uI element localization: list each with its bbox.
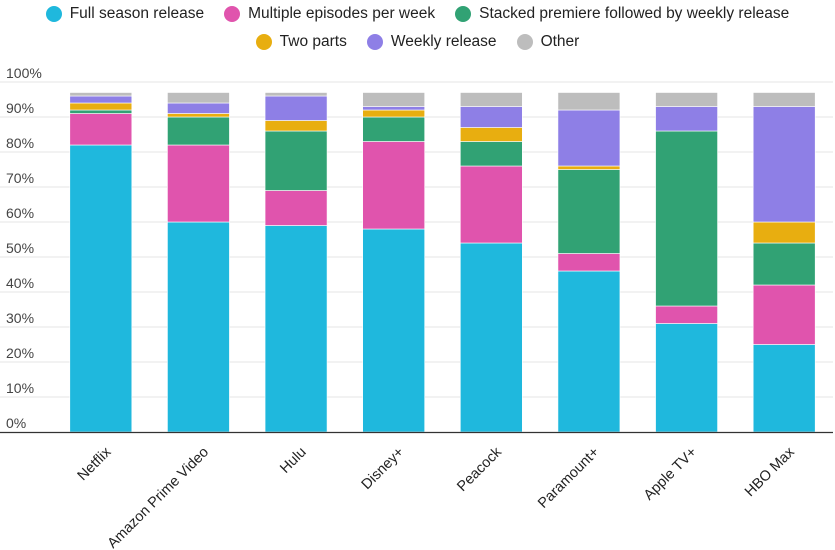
bar-segment [362,141,425,230]
bar-segment [69,102,133,111]
y-tick-label: 100% [6,65,42,81]
bar-segment [167,113,230,118]
bar-segment [752,344,816,433]
legend-item: Two parts [255,33,347,51]
y-tick-label: 60% [6,205,34,221]
bar-segment [557,169,621,254]
bar-segment [264,130,328,191]
legend-label: Multiple episodes per week [248,5,436,22]
legend-swatch [255,34,272,50]
y-tick-label: 70% [6,170,34,186]
bar-segment [362,92,425,107]
legend-swatch [516,34,533,50]
bar-segment [264,225,328,433]
bar-segment [655,92,718,107]
legend-item: Multiple episodes per week [224,5,435,23]
bar-segment [264,190,328,226]
bar-segment [557,92,621,111]
x-tick-label: Disney+ [359,444,408,493]
bar-segment [752,106,816,223]
legend-item: Weekly release [366,33,497,51]
y-tick-label: 10% [6,380,34,396]
x-tick-label: Apple TV+ [641,444,700,503]
legend-swatch [45,6,62,22]
legend-label: Full season release [69,5,205,22]
legend-swatch [455,6,472,22]
bar-segment [167,92,230,104]
bar-segment [264,120,328,132]
y-tick-label: 90% [6,100,34,116]
bar-segment [362,116,425,142]
bar-segment [460,127,523,142]
legend-row-2: Two parts Weekly release Other [0,28,835,56]
bar-segment [557,270,621,433]
bar-segment [557,109,621,167]
bar-segment [264,92,328,97]
y-tick-label: 30% [6,310,34,326]
bar-segment [362,106,425,111]
bar-segment [460,242,523,433]
y-tick-label: 40% [6,275,34,291]
legend: Full season release Multiple episodes pe… [0,0,835,56]
bar-segment [460,141,523,167]
bar-segment [460,165,523,244]
bar-segment [167,221,230,433]
x-tick-label: Amazon Prime Video [105,444,212,550]
bar-segment [362,228,425,433]
x-tick-label: Peacock [454,444,505,495]
bar-segment [557,253,621,272]
bar-segment [69,92,133,97]
bar-segment [752,284,816,345]
bar-segment [655,305,718,324]
bar-segment [167,102,230,114]
x-tick-label: Hulu [277,444,309,476]
bar-segment [362,109,425,118]
y-tick-label: 50% [6,240,34,256]
bar-segment [69,109,133,114]
bar-segment [69,113,133,146]
legend-row-1: Full season release Multiple episodes pe… [0,0,835,28]
legend-swatch [224,6,241,22]
x-tick-label: HBO Max [742,444,798,500]
legend-item: Other [516,33,580,51]
legend-label: Other [540,33,580,50]
bars [69,92,816,433]
bar-segment [655,106,718,132]
legend-item: Stacked premiere followed by weekly rele… [455,5,789,23]
bar-segment [655,323,718,433]
bar-segment [69,144,133,433]
bar-segment [655,130,718,307]
legend-swatch [366,34,383,50]
x-tick-label: Netflix [75,444,115,484]
legend-label: Two parts [279,33,347,50]
bar-segment [264,95,328,121]
y-tick-label: 80% [6,135,34,151]
y-axis-ticks: 0% 10% 20% 30% 40% 50% 60% 70% 80% 90% 100% [6,65,42,431]
bar-segment [752,221,816,244]
legend-item: Full season release [45,5,205,23]
bar-segment [460,106,523,128]
legend-label: Weekly release [390,33,497,50]
bar-segment [557,165,621,170]
bar-segment [167,116,230,146]
bar-segment [752,242,816,286]
bar-segment [69,95,133,104]
legend-label: Stacked premiere followed by weekly rele… [479,5,790,22]
y-tick-label: 0% [6,415,26,431]
bar-segment [752,92,816,107]
x-tick-label: Paramount+ [535,444,602,511]
y-tick-label: 20% [6,345,34,361]
bar-segment [460,92,523,107]
bar-segment [167,144,230,223]
